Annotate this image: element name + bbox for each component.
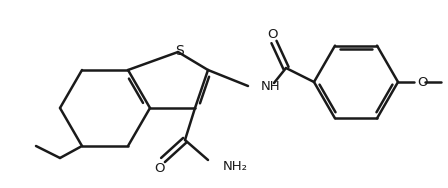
Text: O: O xyxy=(268,27,278,40)
Text: NH: NH xyxy=(261,80,280,93)
Text: O: O xyxy=(417,76,427,89)
Text: S: S xyxy=(175,44,183,58)
Text: O: O xyxy=(154,161,164,174)
Text: NH₂: NH₂ xyxy=(223,159,248,173)
